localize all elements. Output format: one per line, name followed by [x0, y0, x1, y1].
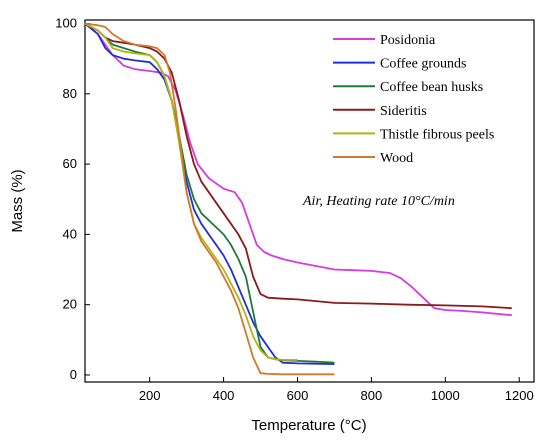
x-tick-label: 1000 [431, 388, 460, 403]
x-tick-label: 800 [361, 388, 383, 403]
x-tick-label: 200 [139, 388, 161, 403]
y-tick-label: 100 [55, 16, 77, 31]
series-line-wood [84, 22, 335, 376]
legend-label: Posidonia [380, 33, 436, 48]
x-axis-title: Temperature (°C) [251, 417, 366, 434]
legend-label: Coffee bean husks [380, 80, 483, 95]
series-layer [84, 22, 512, 376]
legend-label: Sideritis [380, 104, 427, 119]
plot-frame [84, 19, 535, 383]
series-line-coffee-grounds [84, 22, 335, 365]
annotation-text: Air, Heating rate 10°C/min [302, 194, 455, 209]
y-tick-label: 80 [63, 86, 77, 101]
y-tick-label: 40 [63, 226, 77, 241]
y-tick-label: 0 [70, 367, 77, 382]
legend-label: Wood [380, 151, 413, 166]
legend-label: Thistle fibrous peels [380, 127, 494, 142]
y-tick-label: 20 [63, 297, 77, 312]
y-tick-label: 60 [63, 156, 77, 171]
x-tick-label: 600 [287, 388, 309, 403]
axis-ticks: 200 400 600 800 1000 1200 0 20 40 60 80 100 [55, 16, 533, 403]
x-tick-label: 400 [213, 388, 235, 403]
series-line-posidonia [84, 22, 512, 317]
y-axis-title: Mass (%) [9, 169, 26, 232]
legend-label: Coffee grounds [380, 57, 466, 72]
legend: Posidonia Coffee grounds Coffee bean husks… [333, 33, 494, 166]
x-tick-label: 1200 [505, 388, 534, 403]
